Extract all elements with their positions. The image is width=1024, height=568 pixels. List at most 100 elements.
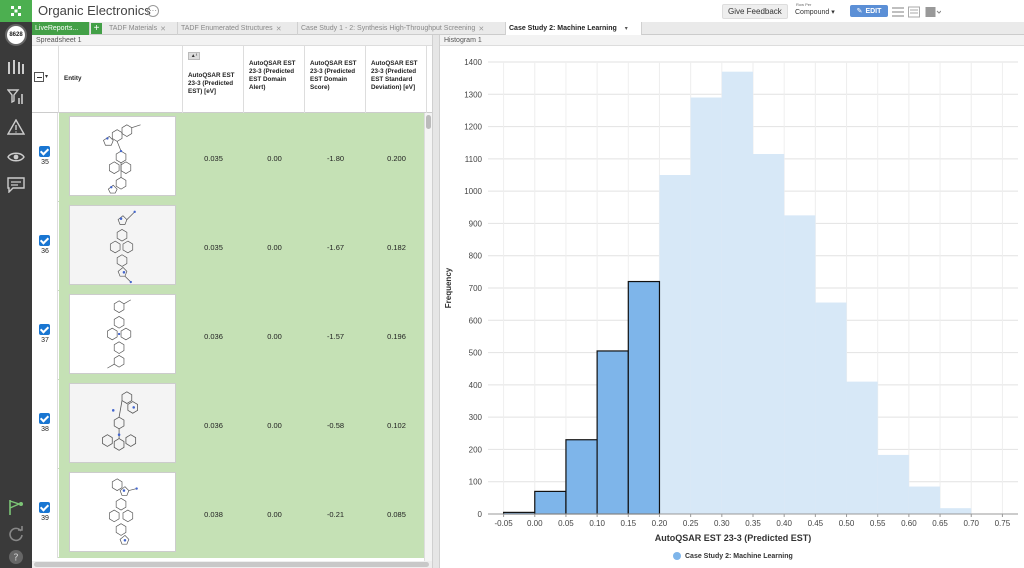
x-tick-label: 0.45 (808, 519, 824, 528)
molecule-structure-image[interactable] (69, 472, 176, 552)
add-tab-button[interactable]: + (91, 23, 102, 34)
cell-std-dev[interactable]: 0.200 (387, 154, 406, 163)
cell-domain-alert[interactable]: 0.00 (267, 421, 282, 430)
cell-domain-score[interactable]: -1.57 (326, 332, 345, 341)
cell-std-dev[interactable]: 0.085 (387, 510, 406, 519)
y-tick-label: 400 (469, 381, 483, 390)
row-checkbox[interactable] (39, 235, 50, 246)
cell-domain-alert[interactable]: 0.00 (267, 154, 282, 163)
cell-domain-alert[interactable]: 0.00 (267, 510, 282, 519)
project-badge[interactable]: 8628 (5, 24, 27, 46)
cell-predicted-est[interactable]: 0.036 (204, 332, 223, 341)
table-row[interactable]: 36 0.035 0.00 -1.67 0.182 (32, 202, 424, 291)
select-all-checkbox[interactable] (34, 72, 44, 82)
y-axis-title: Frequency (444, 267, 453, 308)
histogram-bar-background (784, 215, 816, 514)
scrollbar-thumb[interactable] (426, 115, 431, 129)
cell-domain-alert[interactable]: 0.00 (267, 243, 282, 252)
column-header-domain-score[interactable]: AutoQSAR EST 23-3 (Predicted EST Domain … (305, 46, 366, 113)
layout-icon[interactable] (925, 5, 942, 17)
cell-std-dev[interactable]: 0.196 (387, 332, 406, 341)
cell-predicted-est[interactable]: 0.036 (204, 421, 223, 430)
scrollbar-thumb[interactable] (34, 562, 429, 567)
tab-bar: LiveReports... + TADF Materials ✕ TADF En… (32, 22, 1024, 35)
row-checkbox[interactable] (39, 413, 50, 424)
table-row[interactable]: 39 0.038 0.00 -0.21 0.085 (32, 469, 424, 558)
cell-domain-score[interactable]: -0.58 (326, 421, 345, 430)
table-row[interactable]: 37 0.036 0.00 -1.57 0.196 (32, 291, 424, 380)
tab-livereports[interactable]: LiveReports... (32, 22, 90, 35)
cell-std-dev[interactable]: 0.102 (387, 421, 406, 430)
cell-domain-score[interactable]: -0.21 (326, 510, 345, 519)
give-feedback-button[interactable]: Give Feedback (722, 4, 788, 19)
column-header-domain-alert[interactable]: AutoQSAR EST 23-3 (Predicted EST Domain … (244, 46, 305, 113)
close-icon[interactable]: ✕ (160, 25, 166, 33)
row-number: 37 (41, 337, 49, 344)
y-tick-label: 900 (469, 219, 483, 228)
column-header-predicted-est[interactable]: ▲¹ AutoQSAR EST 23-3 (Predicted EST) [eV… (183, 46, 244, 113)
histogram-bar-background (690, 97, 722, 514)
cell-predicted-est[interactable]: 0.035 (204, 154, 223, 163)
edit-button[interactable]: ✎ EDIT (850, 5, 888, 17)
close-icon[interactable]: ✕ (275, 25, 282, 33)
row-per-select[interactable]: Compound ▾ (795, 8, 835, 16)
tab-tadf-enumerated[interactable]: TADF Enumerated Structures ✕ (178, 22, 298, 35)
y-tick-label: 1000 (464, 187, 482, 196)
cell-domain-alert[interactable]: 0.00 (267, 332, 282, 341)
filter-chart-icon[interactable] (5, 86, 27, 108)
comment-icon[interactable] (5, 174, 27, 196)
ellipsis-icon[interactable]: ··· (147, 5, 159, 17)
row-checkbox[interactable] (39, 324, 50, 335)
table-row[interactable]: 35 0.035 0.00 -1.80 0.200 (32, 113, 424, 202)
cell-predicted-est[interactable]: 0.038 (204, 510, 223, 519)
cell-predicted-est[interactable]: 0.035 (204, 243, 223, 252)
column-header-std-dev[interactable]: AutoQSAR EST 23-3 (Predicted EST Standar… (366, 46, 427, 113)
molecule-structure-image[interactable] (69, 205, 176, 285)
molecule-structure-image[interactable] (69, 116, 176, 196)
cell-domain-score[interactable]: -1.67 (326, 243, 345, 252)
refresh-icon[interactable] (5, 523, 27, 545)
cell-domain-score[interactable]: -1.80 (326, 154, 345, 163)
tab-livereports-label: LiveReports... (35, 25, 79, 32)
molecule-structure-image[interactable] (69, 294, 176, 374)
horizontal-scrollbar[interactable] (32, 561, 432, 568)
chart-legend[interactable]: Case Study 2: Machine Learning (673, 552, 793, 560)
legend-marker (673, 552, 681, 560)
y-tick-label: 800 (469, 252, 483, 261)
form-view-icon[interactable] (908, 5, 920, 18)
list-view-icon[interactable] (892, 5, 904, 17)
x-tick-label: 0.65 (932, 519, 948, 528)
panel-splitter[interactable] (432, 35, 440, 568)
close-icon[interactable]: ✕ (478, 25, 485, 33)
y-tick-label: 0 (478, 510, 483, 519)
table-row[interactable]: 38 0.036 0.00 -0.58 0.102 (32, 380, 424, 469)
molecule-structure-image[interactable] (69, 383, 176, 463)
tab-tadf-materials[interactable]: TADF Materials ✕ (106, 22, 178, 35)
histogram-bar-background (815, 302, 847, 514)
app-logo-icon[interactable] (0, 0, 32, 22)
histogram-chart[interactable]: 0 100 200 300 400 500 600 700 800 900 1000 1100 1200… (440, 46, 1024, 546)
chevron-down-icon[interactable]: ▾ (45, 74, 49, 80)
help-icon[interactable]: ? (5, 546, 27, 568)
y-tick-label: 300 (469, 413, 483, 422)
column-header-label: AutoQSAR EST 23-3 (Predicted EST) [eV] (188, 72, 235, 95)
histogram-bar-selected (596, 350, 629, 515)
columns-icon[interactable] (5, 56, 27, 78)
sort-ascending-icon[interactable]: ▲¹ (188, 52, 200, 60)
tab-case-study-2[interactable]: Case Study 2: Machine Learning ▾ (506, 22, 642, 35)
eye-icon[interactable] (5, 146, 27, 168)
column-header-entity[interactable]: Entity (59, 46, 183, 113)
vertical-scrollbar[interactable] (424, 113, 432, 563)
chevron-down-icon[interactable]: ▾ (624, 26, 628, 32)
alert-icon[interactable] (5, 116, 27, 138)
row-number: 35 (41, 159, 49, 166)
histogram-panel: 0 100 200 300 400 500 600 700 800 900 1000 1100 1200… (440, 46, 1024, 568)
y-tick-label: 200 (469, 445, 483, 454)
tab-case-study-1[interactable]: Case Study 1 - 2: Synthesis High-Through… (298, 22, 506, 35)
flag-icon[interactable] (5, 496, 27, 518)
column-header-row: ▾ Entity ▲¹ AutoQSAR EST 23-3 (Predicted… (32, 46, 432, 113)
row-checkbox[interactable] (39, 502, 50, 513)
row-checkbox[interactable] (39, 146, 50, 157)
column-header-label: AutoQSAR EST 23-3 (Predicted EST Domain … (249, 60, 296, 91)
cell-std-dev[interactable]: 0.182 (387, 243, 406, 252)
